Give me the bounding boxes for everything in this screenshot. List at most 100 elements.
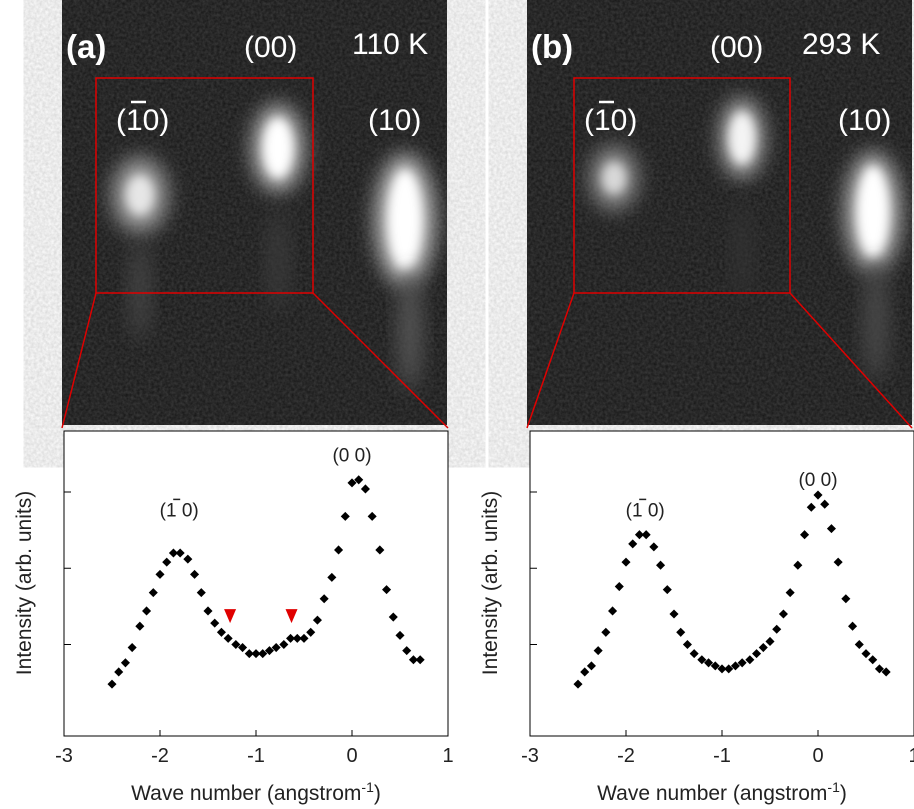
panel-label-b: (b) [531,28,573,65]
spot-label-10-a: (10) [368,104,421,137]
data-point-b [854,639,864,650]
peak-annotation-a: (0 0) [332,446,371,467]
data-point-b [868,655,878,665]
data-point-a [271,643,281,653]
x-tick-label-a: 1 [442,745,453,767]
data-point-b [628,539,638,549]
zoom-box-a [95,77,314,294]
data-point-a [334,545,344,555]
data-point-b [745,655,755,665]
data-point-b [689,649,699,659]
data-point-a [312,615,322,625]
data-point-b [772,624,782,634]
plot-frame-a [63,430,449,737]
data-point-a [367,511,377,521]
x-tick-label-a: -2 [151,745,169,767]
data-point-b [881,667,891,677]
data-point-a [183,554,193,564]
spot-label-00-a: (00) [244,31,297,64]
data-point-b [874,664,884,674]
data-point-b [820,499,830,509]
x-tick-label-a: -1 [247,745,265,767]
temperature-label-b: 293 K [802,28,880,61]
data-point-a [408,655,418,665]
data-point-b [848,621,858,631]
data-point-b [641,530,651,540]
data-point-a [299,633,309,643]
data-point-b [737,658,747,668]
panel-label-a: (a) [66,28,106,65]
data-point-b [826,524,836,534]
peak-annotation-a: (1 0) [160,500,199,521]
data-point-b [704,658,714,668]
arrow-marker-a [285,609,298,624]
data-point-b [682,639,692,650]
intensity-chart-b: -3 -2 -1 0 1 (1 0) (0 0) Intensity (arb. unit… [479,430,914,805]
data-point-b [730,661,740,671]
data-point-b [710,661,720,671]
data-point-a [190,569,200,579]
diffraction-image-b: (b) 293 K (00) (10) (10) [526,0,913,429]
data-point-b [649,542,659,552]
x-tick-label-a: -3 [55,745,73,767]
data-point-b [608,606,618,616]
peak-annotation-b: (1 0) [626,500,665,521]
data-point-a [340,511,350,521]
data-point-b [586,661,596,671]
data-point-b [833,557,843,567]
data-point-a [395,630,405,640]
data-point-a [264,646,274,656]
data-point-b [724,664,734,674]
data-point-b [800,530,810,540]
x-axis-label-b: Wave number (angstrom-1) [597,779,847,805]
data-point-b [841,594,851,604]
data-point-b [573,679,583,689]
x-tick-label-b: -3 [521,745,539,767]
y-axis-label-b: Intensity (arb. units) [479,491,502,675]
data-point-b [656,560,666,570]
data-point-b [601,627,611,637]
data-point-b [778,609,788,619]
data-point-a [155,569,165,579]
zoom-box-b [573,77,791,294]
data-point-b [580,667,590,677]
spot-label-00-b: (00) [710,31,763,64]
data-point-b [669,609,679,619]
spot-label-10bar-b: (10) [584,104,637,137]
data-point-a [292,633,302,643]
spot-label-10bar-a: (10) [116,104,169,137]
x-tick-label-b: -1 [713,745,731,767]
diffraction-image-a: (a) 110 K (00) (10) (10) [61,0,449,429]
data-point-b [717,664,727,674]
y-axis-label-a: Intensity (arb. units) [13,491,36,675]
data-point-b [793,560,803,570]
data-point-a [402,646,412,656]
spot-label-10-b: (10) [838,104,891,137]
data-point-b [662,585,672,595]
data-point-b [752,649,762,659]
peak-annotation-b: (0 0) [798,470,837,491]
data-point-a [286,633,296,643]
data-point-b [758,643,768,653]
data-point-b [621,557,631,567]
data-point-b [813,490,823,500]
data-point-b [634,530,644,540]
data-point-b [614,582,624,592]
data-point-b [785,588,795,598]
data-point-a [258,649,268,659]
data-point-a [306,627,316,637]
data-point-b [861,649,871,659]
data-point-a [319,594,329,604]
data-point-b [697,655,707,665]
data-point-b [676,627,686,637]
temperature-label-a: 110 K [352,28,428,61]
x-axis-label-a: Wave number (angstrom-1) [131,779,381,805]
data-point-a [251,649,261,659]
data-point-b [593,646,603,656]
data-point-a [388,612,398,622]
x-tick-label-a: 0 [346,745,357,767]
arrow-marker-a [224,609,237,624]
data-point-b [765,636,775,646]
x-tick-label-b: 0 [812,745,823,767]
